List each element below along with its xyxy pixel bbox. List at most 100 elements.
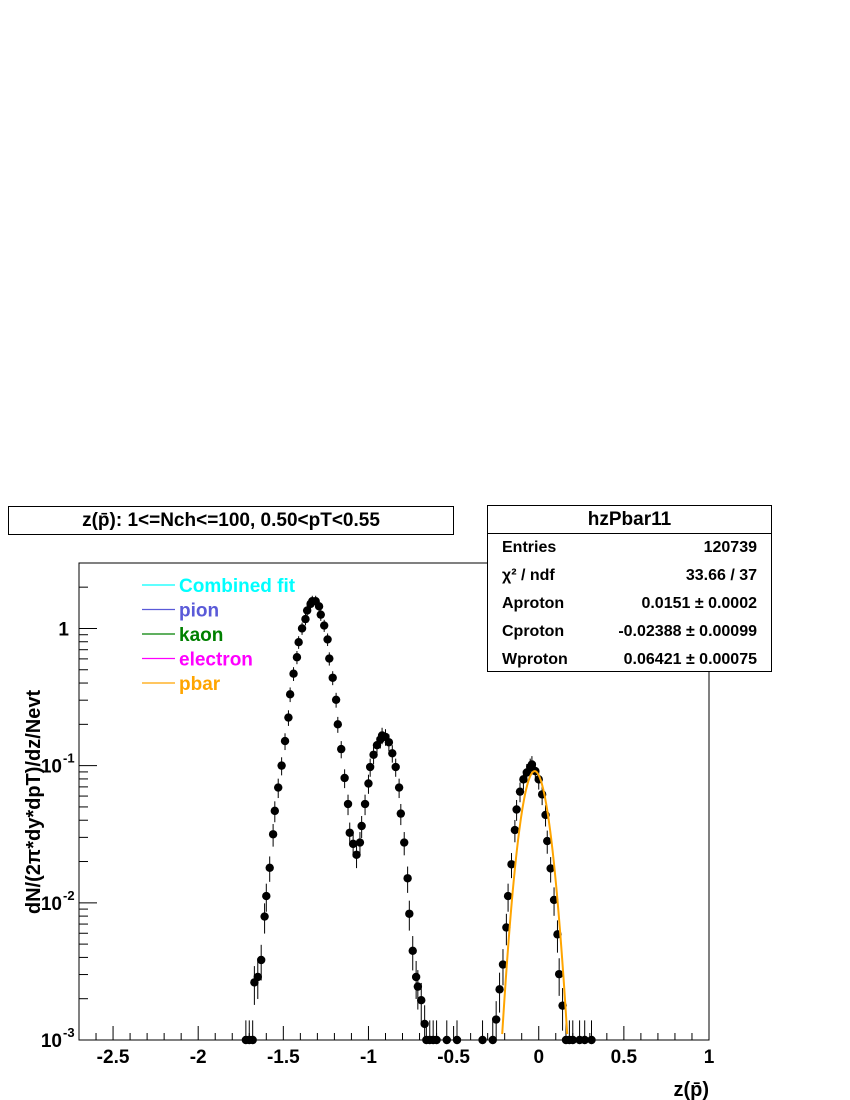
y-axis-label: dN/(2π*dy*dpT)/dz/Nevt [23,690,45,915]
data-point [403,874,412,883]
data-point [364,779,373,788]
plot-frame [78,562,710,1041]
data-point [285,690,295,699]
data-point [357,821,366,831]
x-tick-label: 0 [533,1047,544,1068]
data-point [408,946,417,955]
data-point [369,750,378,759]
y-tick-label: 10 [41,894,62,915]
data-point [323,635,332,644]
x-tick-labels: -2.5 -2 -1.5 -1 -0.5 0 0.5 1 [97,1047,715,1068]
data-point [391,762,400,772]
data-point [253,972,262,982]
data-point [301,614,310,624]
x-tick-label: -1.5 [267,1047,300,1068]
data-point [510,825,520,835]
data-point [262,891,271,901]
data-point [331,695,341,704]
legend-entry: Combined fit [179,576,296,597]
data-point [400,838,409,847]
data-point [289,669,298,678]
data-point [270,806,280,816]
data-point [491,1015,501,1024]
data-point [543,836,552,846]
data-point [546,864,555,873]
x-tick-label: -1 [360,1047,377,1068]
data-point [411,972,421,982]
data-point [265,863,274,872]
data-point [394,783,404,792]
data-point [442,1035,451,1045]
y-tick-label: 10 [41,757,62,778]
data-point [340,773,349,783]
data-point [495,985,504,994]
legend-entry: kaon [179,625,223,646]
data-point [420,1019,429,1029]
data-point [355,838,365,847]
data-point [280,736,290,746]
data-point [498,960,508,969]
chart-title: z(p̄): 1<=Nch<=100, 0.50<pT<0.55 [8,506,454,535]
data-point [260,912,269,921]
data-point [337,744,346,754]
x-tick-label: -2.5 [97,1047,130,1068]
legend: Combined fit pion kaon electron pbar [142,576,296,695]
data-point [268,830,278,839]
stats-row-cproton: Cproton -0.02388 ± 0.00099 [502,623,757,640]
data-point [294,637,303,647]
data-point [256,955,266,965]
data-point [328,673,337,682]
data-point [568,1035,577,1045]
data-point [348,839,358,849]
y-tick-labels: 10 -310 -210 -11 [41,619,75,1052]
legend-entry: pbar [179,674,221,695]
data-point [396,809,406,818]
data-point [319,621,329,630]
data-point [507,860,516,869]
data-point [519,775,528,784]
data-point [365,762,375,772]
data-point [292,653,302,662]
stats-row-entries: Entries 120739 [502,539,757,556]
data-point [352,850,361,859]
stats-row-wproton: Wproton 0.06421 ± 0.00075 [502,651,757,668]
data-point [587,1035,596,1045]
y-tick-exponent: -3 [63,1025,75,1040]
data-point [549,895,559,905]
data-point [527,760,537,769]
x-tick-label: 0.5 [611,1047,638,1068]
data-point [297,624,307,633]
data-point [388,749,397,758]
y-tick-exponent: -1 [63,751,75,766]
data-point [248,1035,257,1045]
data-point [302,606,312,615]
y-tick-label: 1 [58,619,69,640]
data-point [360,799,370,809]
stats-histogram-name: hzPbar11 [488,506,771,534]
data-point [432,1035,441,1045]
data-point [274,783,283,792]
pbar-fit-curve [501,770,569,1035]
data-point [343,799,353,809]
data-point [515,787,525,796]
data-point [452,1035,462,1045]
stats-row-aproton: Aproton 0.0151 ± 0.0002 [502,595,757,612]
data-point [413,982,423,991]
x-tick-label: 1 [704,1047,715,1068]
data-point [417,996,426,1005]
y-tick-exponent: -2 [63,888,75,903]
data-point [345,828,354,837]
data-point [325,654,334,663]
data-point [488,1035,497,1045]
data-point [384,738,394,747]
data-point [478,1035,487,1045]
x-tick-label: -0.5 [437,1047,470,1068]
data-point [503,891,513,901]
legend-entry: pion [179,601,219,622]
data-point [316,610,325,619]
data-point [554,969,564,979]
y-tick-label: 10 [41,1031,62,1052]
data-point [277,761,286,770]
legend-entry: electron [179,650,253,671]
